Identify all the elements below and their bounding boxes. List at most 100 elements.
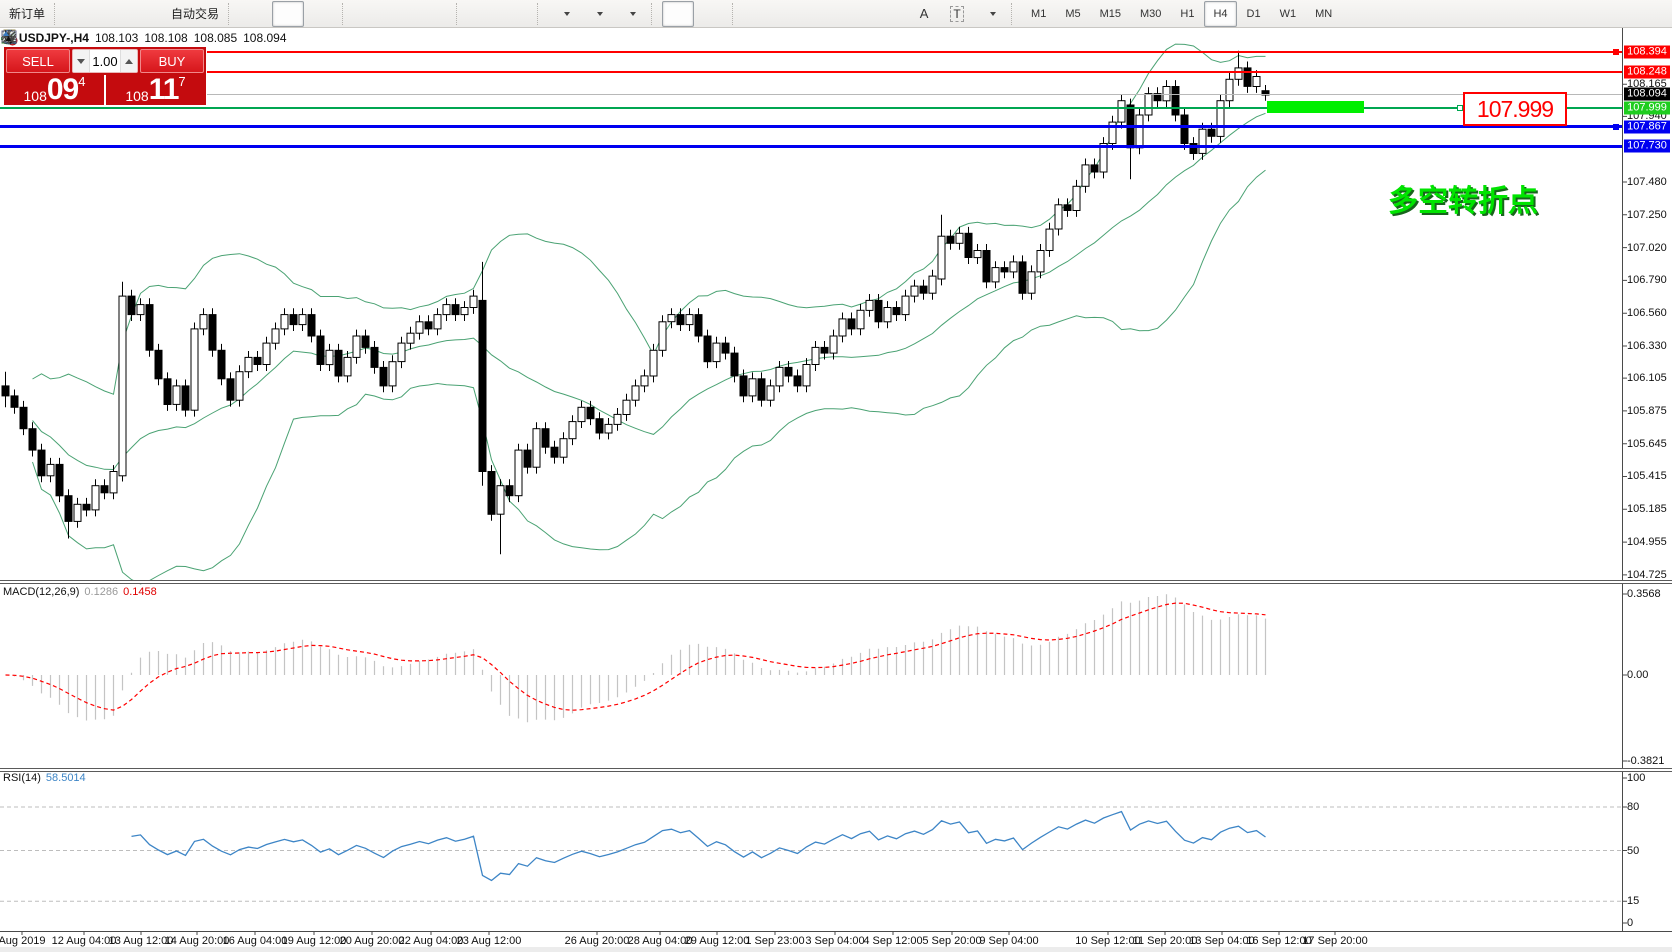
price-badge-107.999: 107.999 — [1624, 101, 1670, 115]
time-label: 1 Sep 23:00 — [745, 935, 805, 947]
price-callout-box[interactable]: 107.999 — [1463, 92, 1567, 126]
triangle-down-icon — [77, 58, 85, 64]
text-tool-button[interactable]: A — [908, 1, 940, 27]
rsi-value: 58.5014 — [45, 772, 86, 784]
timeframe-button-w1[interactable]: W1 — [1279, 7, 1297, 20]
candlestick-chart-button[interactable] — [2, 0, 305, 44]
volume-increase-button[interactable] — [120, 50, 137, 72]
support-line-107.73[interactable] — [0, 144, 1622, 148]
templates-button[interactable] — [1, 1, 646, 43]
bollinger-middle-band — [32, 112, 1266, 471]
volume-decrease-button[interactable] — [73, 50, 90, 72]
support-line-107.999[interactable] — [0, 107, 1622, 109]
channel-tool-button[interactable]: E — [1, 1, 874, 46]
auto-scroll-button[interactable] — [2, 1, 499, 43]
volume-field[interactable]: 1.00 — [92, 53, 118, 69]
toolbar-separator — [1011, 2, 1018, 25]
toolbar-separator — [732, 2, 739, 25]
line-chart-button[interactable] — [1, 1, 337, 43]
line-anchor-marker[interactable] — [1613, 123, 1619, 130]
macd-label: MACD(12,26,9) 0.1286 0.1458 — [3, 586, 157, 598]
macd-tick-0.3568: 0.3568 — [1627, 588, 1661, 600]
buy-price-figure: 108 — [125, 88, 149, 104]
sell-button[interactable]: SELL — [6, 49, 70, 73]
chinese-note-text[interactable]: 多空转折点 — [1388, 185, 1538, 218]
crosshair-tool-button[interactable] — [2, 1, 727, 44]
toolbar-separator — [651, 2, 658, 25]
rsi-tick-100: 100 — [1627, 772, 1646, 784]
fibonacci-tool-button[interactable]: F — [2, 1, 907, 46]
chart-canvas[interactable] — [0, 28, 1672, 952]
rsi-label: RSI(14) 58.5014 — [3, 772, 86, 784]
resistance-line-108.394[interactable] — [207, 50, 1622, 53]
time-label: 17 Sep 20:00 — [1302, 935, 1368, 947]
rsi-pane-separator[interactable] — [0, 768, 1672, 772]
chart-shift-button[interactable] — [2, 1, 532, 43]
price-tick-108.165: 108.165 — [1627, 78, 1667, 91]
support-line-107.867[interactable] — [0, 125, 1622, 129]
timeframe-button-m5[interactable]: M5 — [1065, 7, 1081, 20]
bar-chart-button[interactable] — [2, 1, 271, 42]
label-tool-button[interactable]: T — [941, 1, 973, 27]
arrows-tool-button[interactable] — [3, 1, 1006, 43]
highlight-zone-rect[interactable] — [1267, 101, 1364, 113]
price-tick-104.955: 104.955 — [1627, 536, 1667, 549]
timeframe-button-m1[interactable]: M1 — [1031, 7, 1047, 20]
sell-price-point: 4 — [78, 74, 86, 89]
cursor-tool-button[interactable] — [5, 0, 695, 44]
label-tool-label: T — [950, 5, 964, 22]
price-axis-line — [1622, 28, 1623, 931]
sell-price-pips: 09 — [46, 73, 79, 106]
vertical-line-tool-button[interactable] — [8, 1, 775, 44]
community-button[interactable] — [1, 1, 130, 44]
rsi-tick-80: 80 — [1627, 801, 1640, 813]
price-scale[interactable] — [1623, 28, 1672, 931]
timeframe-button-m30[interactable]: M30 — [1140, 7, 1162, 20]
buy-button[interactable]: BUY — [140, 49, 204, 73]
macd-pane-separator[interactable] — [0, 580, 1672, 584]
time-label: 22 Aug 04:00 — [398, 935, 464, 947]
indicators-button[interactable] — [1, 1, 580, 43]
ohlc-open: 108.103 — [94, 31, 139, 45]
price-tick-104.725: 104.725 — [1627, 568, 1667, 581]
auto-trading-button[interactable]: 自动交易 — [1, 1, 223, 46]
time-label: 13 Aug 12:00 — [108, 935, 174, 947]
buy-price[interactable]: 108 11 7 — [107, 75, 204, 105]
time-label: 13 Sep 04:00 — [1189, 935, 1255, 947]
sell-price[interactable]: 108 09 4 — [6, 75, 103, 105]
rsi-tick-0: 0 — [1627, 917, 1634, 929]
periods-button[interactable] — [1, 1, 613, 45]
resistance-line-108.248[interactable] — [207, 71, 1622, 74]
new-order-label: 新订单 — [9, 7, 46, 21]
new-order-button[interactable]: 新订单 — [1, 1, 49, 44]
time-label: 23 Aug 12:00 — [456, 935, 522, 947]
timeframe-button-mn[interactable]: MN — [1315, 7, 1333, 20]
macd-histogram — [13, 594, 1267, 723]
timeframe-button-m15[interactable]: M15 — [1099, 7, 1121, 20]
signals-button[interactable] — [1, 1, 163, 45]
time-label: 16 Aug 04:00 — [222, 935, 288, 947]
collapse-panel-arrow[interactable]: ▲ — [4, 33, 13, 43]
macd-tick-0.00: 0.00 — [1627, 669, 1649, 681]
zoom-out-button[interactable] — [2, 1, 418, 44]
current-price-line[interactable] — [207, 93, 1622, 95]
candle-bodies — [1, 67, 1270, 522]
timeframe-button-h1[interactable]: H1 — [1180, 7, 1195, 20]
line-anchor-marker[interactable] — [1613, 48, 1619, 55]
price-tick-106.330: 106.330 — [1627, 339, 1667, 352]
market-watch-button[interactable] — [1, 1, 97, 44]
tile-windows-button[interactable] — [1, 1, 451, 44]
time-label: 26 Aug 20:00 — [564, 935, 630, 947]
line-anchor-marker[interactable] — [1457, 105, 1463, 111]
rsi-line — [131, 810, 1266, 882]
price-tick-105.415: 105.415 — [1627, 470, 1667, 483]
horizontal-line-tool-button[interactable] — [2, 1, 808, 38]
trendline-tool-button[interactable] — [2, 1, 841, 43]
timeframe-button-d1[interactable]: D1 — [1246, 7, 1261, 20]
auto-trading-label: 自动交易 — [171, 7, 220, 21]
timeframe-button-h4[interactable]: H4 — [1204, 0, 1237, 27]
price-tick-105.645: 105.645 — [1627, 437, 1667, 450]
zoom-in-button[interactable] — [2, 1, 385, 44]
price-tick-105.875: 105.875 — [1627, 404, 1667, 417]
